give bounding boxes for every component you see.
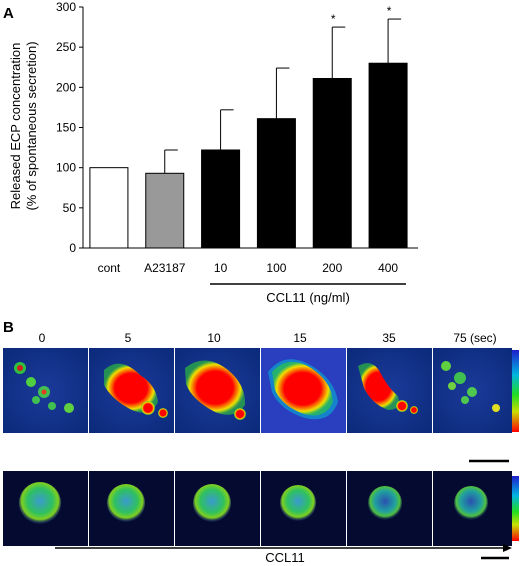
time-arrow-label: CCL11 [265,550,305,565]
time-label: 5 [125,331,132,345]
bars: ** [89,4,408,249]
cell-granules-t0 [14,362,74,413]
bar-200 [312,77,352,249]
x-tick-label: A23187 [144,261,186,275]
bar-chart: Released ECP concentration (% of spontan… [8,0,418,305]
y-tick-label: 150 [56,121,76,135]
panel-b-letter: B [3,319,14,336]
cell-blob-t5 [104,363,168,418]
cell-blob-t15 [268,359,338,420]
control-cell-5 [368,486,402,520]
y-tick-label: 100 [56,161,76,175]
control-cell-3 [193,484,231,522]
group-label: CCL11 (ng/ml) [266,290,350,305]
time-label: 15 [293,331,307,345]
y-tick-label: 0 [69,241,76,255]
time-label: 35 [382,331,396,345]
control-cell-1 [19,482,61,524]
bar-A23187 [145,172,185,249]
y-axis-ticks: 0 50 100 150 200 250 300 [56,0,83,255]
x-tick-label: 200 [322,261,342,275]
cell-blob-t35 [358,363,418,414]
bar-10 [201,149,241,249]
time-arrow-head [503,544,512,552]
control-cell-2 [107,484,145,522]
panel-a-letter: A [3,5,14,22]
time-label: 75 (sec) [453,331,496,345]
bar-400 [368,62,408,249]
y-tick-label: 250 [56,40,76,54]
x-tick-label: 10 [214,261,228,275]
control-cell-6 [454,486,488,520]
x-tick-label: 400 [378,261,398,275]
y-tick-label: 200 [56,80,76,94]
top-image-row [3,348,519,463]
y-axis-title-line1: Released ECP concentration [8,43,23,210]
x-axis-tick-labels: cont A23187 10 100 200 400 [98,261,399,275]
significance-400: * [387,4,392,18]
bar-100 [256,118,296,249]
y-tick-label: 300 [56,0,76,14]
y-axis-title-line2: (% of spontaneous secretion) [24,41,39,210]
x-tick-label: 100 [266,261,286,275]
bottom-image-row [3,471,519,560]
cell-blob-t10 [185,360,246,420]
cell-granules-t75 [441,361,500,412]
colorbar-top [512,350,519,432]
time-label: 0 [39,331,46,345]
time-labels: 0 5 10 15 35 75 (sec) [39,331,497,345]
time-label: 10 [207,331,221,345]
bar-cont [89,167,129,249]
control-cell-4 [280,485,316,521]
colorbar-bottom [512,476,519,541]
x-tick-label: cont [98,261,121,275]
y-tick-label: 50 [63,201,77,215]
significance-200: * [331,12,336,26]
